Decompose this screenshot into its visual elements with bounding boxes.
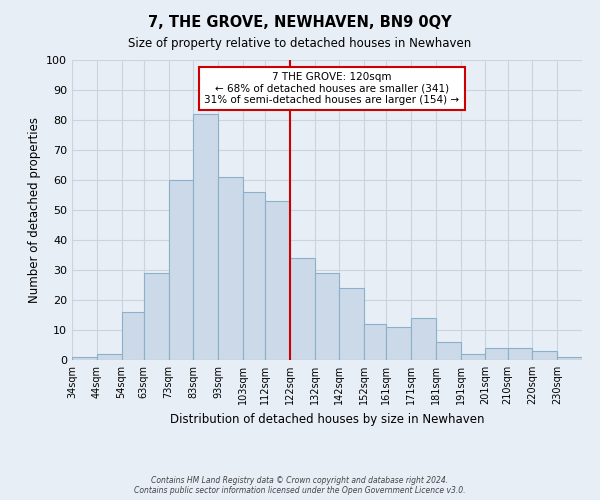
Bar [169,180,193,360]
Y-axis label: Number of detached properties: Number of detached properties [28,117,41,303]
Bar [461,354,485,360]
Bar [122,312,144,360]
Bar [532,351,557,360]
Bar [144,273,169,360]
Bar [364,324,386,360]
Bar [411,318,436,360]
Bar [290,258,314,360]
Bar [97,354,122,360]
Bar [193,114,218,360]
Bar [386,327,411,360]
Text: 7, THE GROVE, NEWHAVEN, BN9 0QY: 7, THE GROVE, NEWHAVEN, BN9 0QY [148,15,452,30]
Bar [243,192,265,360]
Bar [436,342,461,360]
Bar [72,357,97,360]
Bar [340,288,364,360]
Text: Size of property relative to detached houses in Newhaven: Size of property relative to detached ho… [128,38,472,51]
Text: 7 THE GROVE: 120sqm
← 68% of detached houses are smaller (341)
31% of semi-detac: 7 THE GROVE: 120sqm ← 68% of detached ho… [205,72,460,105]
Bar [314,273,340,360]
Text: Contains HM Land Registry data © Crown copyright and database right 2024.
Contai: Contains HM Land Registry data © Crown c… [134,476,466,495]
Bar [508,348,532,360]
X-axis label: Distribution of detached houses by size in Newhaven: Distribution of detached houses by size … [170,412,484,426]
Bar [485,348,508,360]
Bar [218,177,243,360]
Bar [557,357,582,360]
Bar [265,201,290,360]
